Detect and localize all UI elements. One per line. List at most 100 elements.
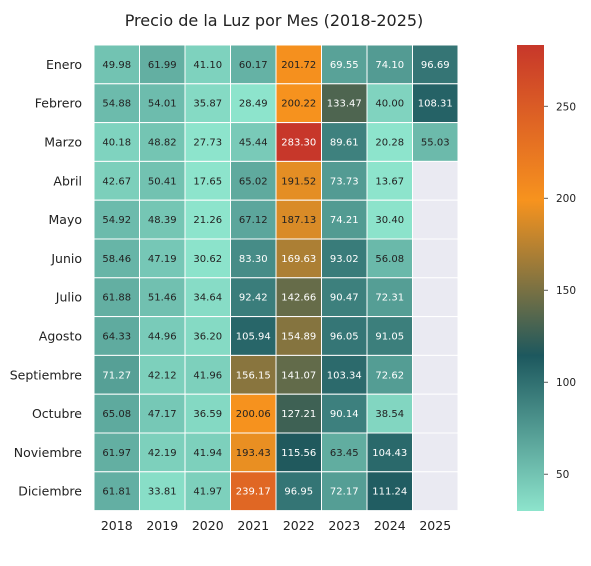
colorbar-tick-label: 150 bbox=[556, 285, 576, 297]
heatmap-cell bbox=[412, 160, 459, 201]
heatmap-cell bbox=[230, 277, 277, 318]
heatmap-cell bbox=[230, 83, 277, 124]
cell-value-label: 35.87 bbox=[193, 99, 222, 110]
row-label: Diciembre bbox=[18, 484, 82, 499]
heatmap-cell bbox=[139, 393, 186, 434]
heatmap-cell bbox=[184, 122, 231, 162]
row-label: Julio bbox=[55, 290, 82, 305]
cell-value-label: 191.52 bbox=[281, 176, 316, 187]
heatmap-cell bbox=[275, 238, 322, 279]
heatmap-cell bbox=[139, 238, 186, 279]
cell-value-label: 73.73 bbox=[330, 176, 359, 187]
cell-value-label: 169.63 bbox=[281, 254, 316, 265]
heatmap-cell bbox=[412, 199, 459, 240]
heatmap-cell bbox=[321, 393, 368, 434]
heatmap-cell bbox=[93, 122, 140, 162]
row-label: Junio bbox=[50, 251, 82, 266]
cell-value-label: 142.66 bbox=[281, 293, 316, 304]
cell-value-label: 65.02 bbox=[239, 176, 268, 187]
column-label: 2024 bbox=[374, 518, 406, 533]
cell-value-label: 61.88 bbox=[102, 293, 131, 304]
heatmap-cell bbox=[412, 277, 459, 318]
heatmap-cell bbox=[139, 432, 186, 473]
cell-value-label: 193.43 bbox=[236, 448, 271, 459]
heatmap-cell bbox=[321, 199, 368, 240]
cell-value-label: 74.10 bbox=[375, 60, 404, 71]
cell-value-label: 41.97 bbox=[193, 487, 222, 498]
heatmap-cell bbox=[93, 316, 140, 356]
heatmap-cell bbox=[93, 393, 140, 434]
heatmap-cell bbox=[412, 238, 459, 279]
heatmap-cell bbox=[366, 122, 413, 162]
cell-value-label: 93.02 bbox=[330, 254, 359, 265]
heatmap-cell bbox=[184, 432, 231, 473]
cell-value-label: 61.99 bbox=[148, 60, 177, 71]
cell-value-label: 44.96 bbox=[148, 332, 177, 343]
cell-value-label: 60.17 bbox=[239, 60, 268, 71]
heatmap-cell bbox=[275, 354, 322, 395]
colorbar-tick-label: 250 bbox=[556, 101, 576, 113]
heatmap-cell bbox=[412, 354, 459, 395]
heatmap-cell bbox=[412, 122, 459, 162]
heatmap-cell bbox=[139, 354, 186, 395]
cell-value-label: 42.12 bbox=[148, 370, 177, 381]
cell-value-label: 13.67 bbox=[375, 176, 404, 187]
heatmap-cell bbox=[275, 160, 322, 201]
cell-value-label: 283.30 bbox=[281, 138, 316, 149]
cell-value-label: 42.67 bbox=[102, 176, 131, 187]
cell-value-label: 187.13 bbox=[281, 215, 316, 226]
heatmap-cell bbox=[184, 471, 231, 512]
heatmap-cell bbox=[321, 432, 368, 473]
heatmap-cell bbox=[139, 277, 186, 318]
row-label: Mayo bbox=[49, 212, 83, 227]
row-label: Enero bbox=[46, 57, 82, 72]
cell-value-label: 200.06 bbox=[236, 409, 271, 420]
cell-value-label: 30.62 bbox=[193, 254, 222, 265]
heatmap-cell bbox=[139, 471, 186, 512]
colorbar-ticks: 50 100 150 200 250 bbox=[544, 101, 576, 481]
cell-value-label: 111.24 bbox=[372, 487, 407, 498]
cell-value-label: 63.45 bbox=[330, 448, 359, 459]
heatmap-cell bbox=[321, 277, 368, 318]
cell-value-label: 90.14 bbox=[330, 409, 359, 420]
cell-value-label: 104.43 bbox=[372, 448, 407, 459]
heatmap-cell bbox=[321, 83, 368, 124]
cell-value-label: 133.47 bbox=[327, 99, 362, 110]
heatmap-cell bbox=[93, 44, 140, 85]
heatmap-cell bbox=[184, 316, 231, 356]
cell-value-label: 200.22 bbox=[281, 99, 316, 110]
column-labels: 2018 2019 2020 2021 2022 2023 2024 2025 bbox=[101, 518, 451, 533]
cell-value-label: 54.92 bbox=[102, 215, 131, 226]
cell-value-label: 34.64 bbox=[193, 293, 222, 304]
heatmap-cell bbox=[412, 432, 459, 473]
cell-value-label: 96.05 bbox=[330, 332, 359, 343]
cell-value-label: 27.73 bbox=[193, 138, 222, 149]
cell-value-label: 54.01 bbox=[148, 99, 177, 110]
row-labels: Enero Febrero Marzo Abril Mayo Junio Julio Agos… bbox=[10, 57, 83, 499]
cell-value-label: 40.00 bbox=[375, 99, 404, 110]
heatmap-cell bbox=[275, 471, 322, 512]
row-label: Septiembre bbox=[10, 367, 83, 382]
heatmap-cell bbox=[230, 471, 277, 512]
cell-value-label: 96.69 bbox=[421, 60, 450, 71]
heatmap-cell bbox=[93, 277, 140, 318]
heatmap-cell bbox=[366, 160, 413, 201]
cell-value-label: 48.82 bbox=[148, 138, 177, 149]
heatmap-cell bbox=[366, 393, 413, 434]
cell-value-label: 90.47 bbox=[330, 293, 359, 304]
cell-value-label: 74.21 bbox=[330, 215, 359, 226]
colorbar-tick-label: 100 bbox=[556, 377, 576, 389]
heatmap-cell bbox=[412, 316, 459, 356]
cell-value-label: 45.44 bbox=[239, 138, 268, 149]
column-label: 2023 bbox=[328, 518, 360, 533]
heatmap-cell bbox=[93, 432, 140, 473]
heatmap-cell bbox=[321, 122, 368, 162]
heatmap-cell bbox=[230, 238, 277, 279]
column-label: 2025 bbox=[419, 518, 451, 533]
heatmap-cell bbox=[139, 44, 186, 85]
cell-value-label: 71.27 bbox=[102, 370, 131, 381]
cell-value-label: 40.18 bbox=[102, 138, 131, 149]
colorbar-tick-label: 200 bbox=[556, 193, 576, 205]
cell-value-label: 20.28 bbox=[375, 138, 404, 149]
cell-value-label: 47.17 bbox=[148, 409, 177, 420]
